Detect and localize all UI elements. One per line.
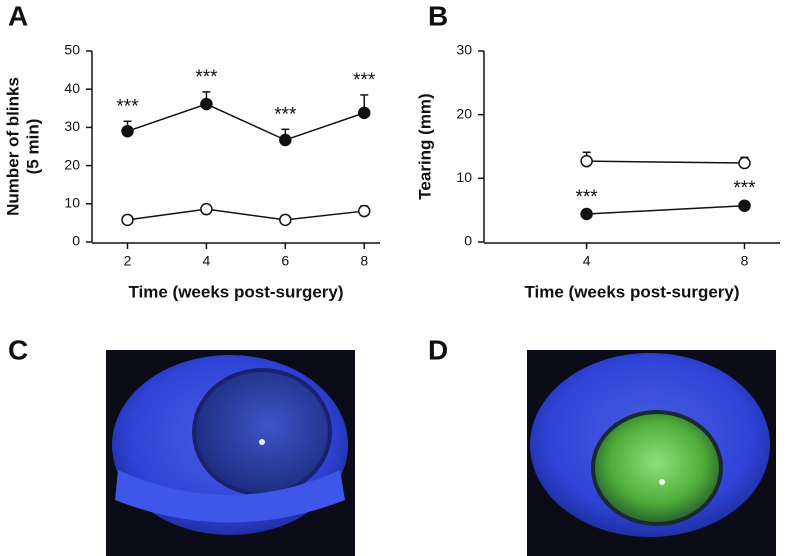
y-tick-label: 10 <box>64 195 80 211</box>
data-point <box>200 97 213 111</box>
y-axis-label: (5 min) <box>23 119 42 175</box>
x-tick-label: 8 <box>741 253 749 269</box>
panel-label: D <box>428 334 448 365</box>
y-tick-label: 30 <box>64 118 80 134</box>
y-tick-label: 40 <box>64 80 80 96</box>
series-line <box>127 103 365 141</box>
data-point <box>738 156 751 170</box>
data-point <box>580 154 593 168</box>
significance-label: *** <box>274 104 297 125</box>
data-point <box>279 133 292 147</box>
data-point <box>738 199 751 212</box>
panel-label: C <box>8 334 28 365</box>
x-tick-label: 4 <box>583 253 591 269</box>
panel-label: B <box>428 0 448 31</box>
series-line <box>586 160 745 164</box>
data-point <box>580 207 593 221</box>
significance-label: *** <box>116 96 139 117</box>
y-tick-label: 30 <box>456 42 472 58</box>
y-tick-label: 50 <box>64 42 80 58</box>
panel-label: A <box>8 0 28 31</box>
significance-label: *** <box>576 187 599 208</box>
x-tick-label: 8 <box>360 253 368 269</box>
y-tick-label: 0 <box>464 233 472 249</box>
y-tick-label: 10 <box>456 169 472 185</box>
x-axis-label: Time (weeks post-surgery) <box>128 282 343 301</box>
x-tick-label: 4 <box>203 253 211 269</box>
y-tick-label: 0 <box>72 233 80 249</box>
data-point <box>279 213 292 227</box>
y-tick-label: 20 <box>456 105 472 121</box>
data-point <box>121 124 134 138</box>
data-point <box>357 106 371 120</box>
significance-label: *** <box>195 67 218 88</box>
x-tick-label: 2 <box>124 253 132 269</box>
photo-d <box>527 350 776 556</box>
x-axis-label: Time (weeks post-surgery) <box>524 282 739 301</box>
significance-label: *** <box>733 178 756 199</box>
data-point <box>357 204 371 218</box>
significance-label: *** <box>353 70 376 91</box>
y-axis-label: Tearing (mm) <box>415 93 434 199</box>
y-tick-label: 20 <box>64 156 80 172</box>
y-axis-label: Number of blinks <box>3 77 22 216</box>
x-tick-label: 6 <box>281 253 289 269</box>
data-point <box>121 213 134 227</box>
data-point <box>200 202 213 216</box>
series-line <box>127 208 365 221</box>
photo-c <box>106 350 355 556</box>
series-line <box>586 204 745 215</box>
